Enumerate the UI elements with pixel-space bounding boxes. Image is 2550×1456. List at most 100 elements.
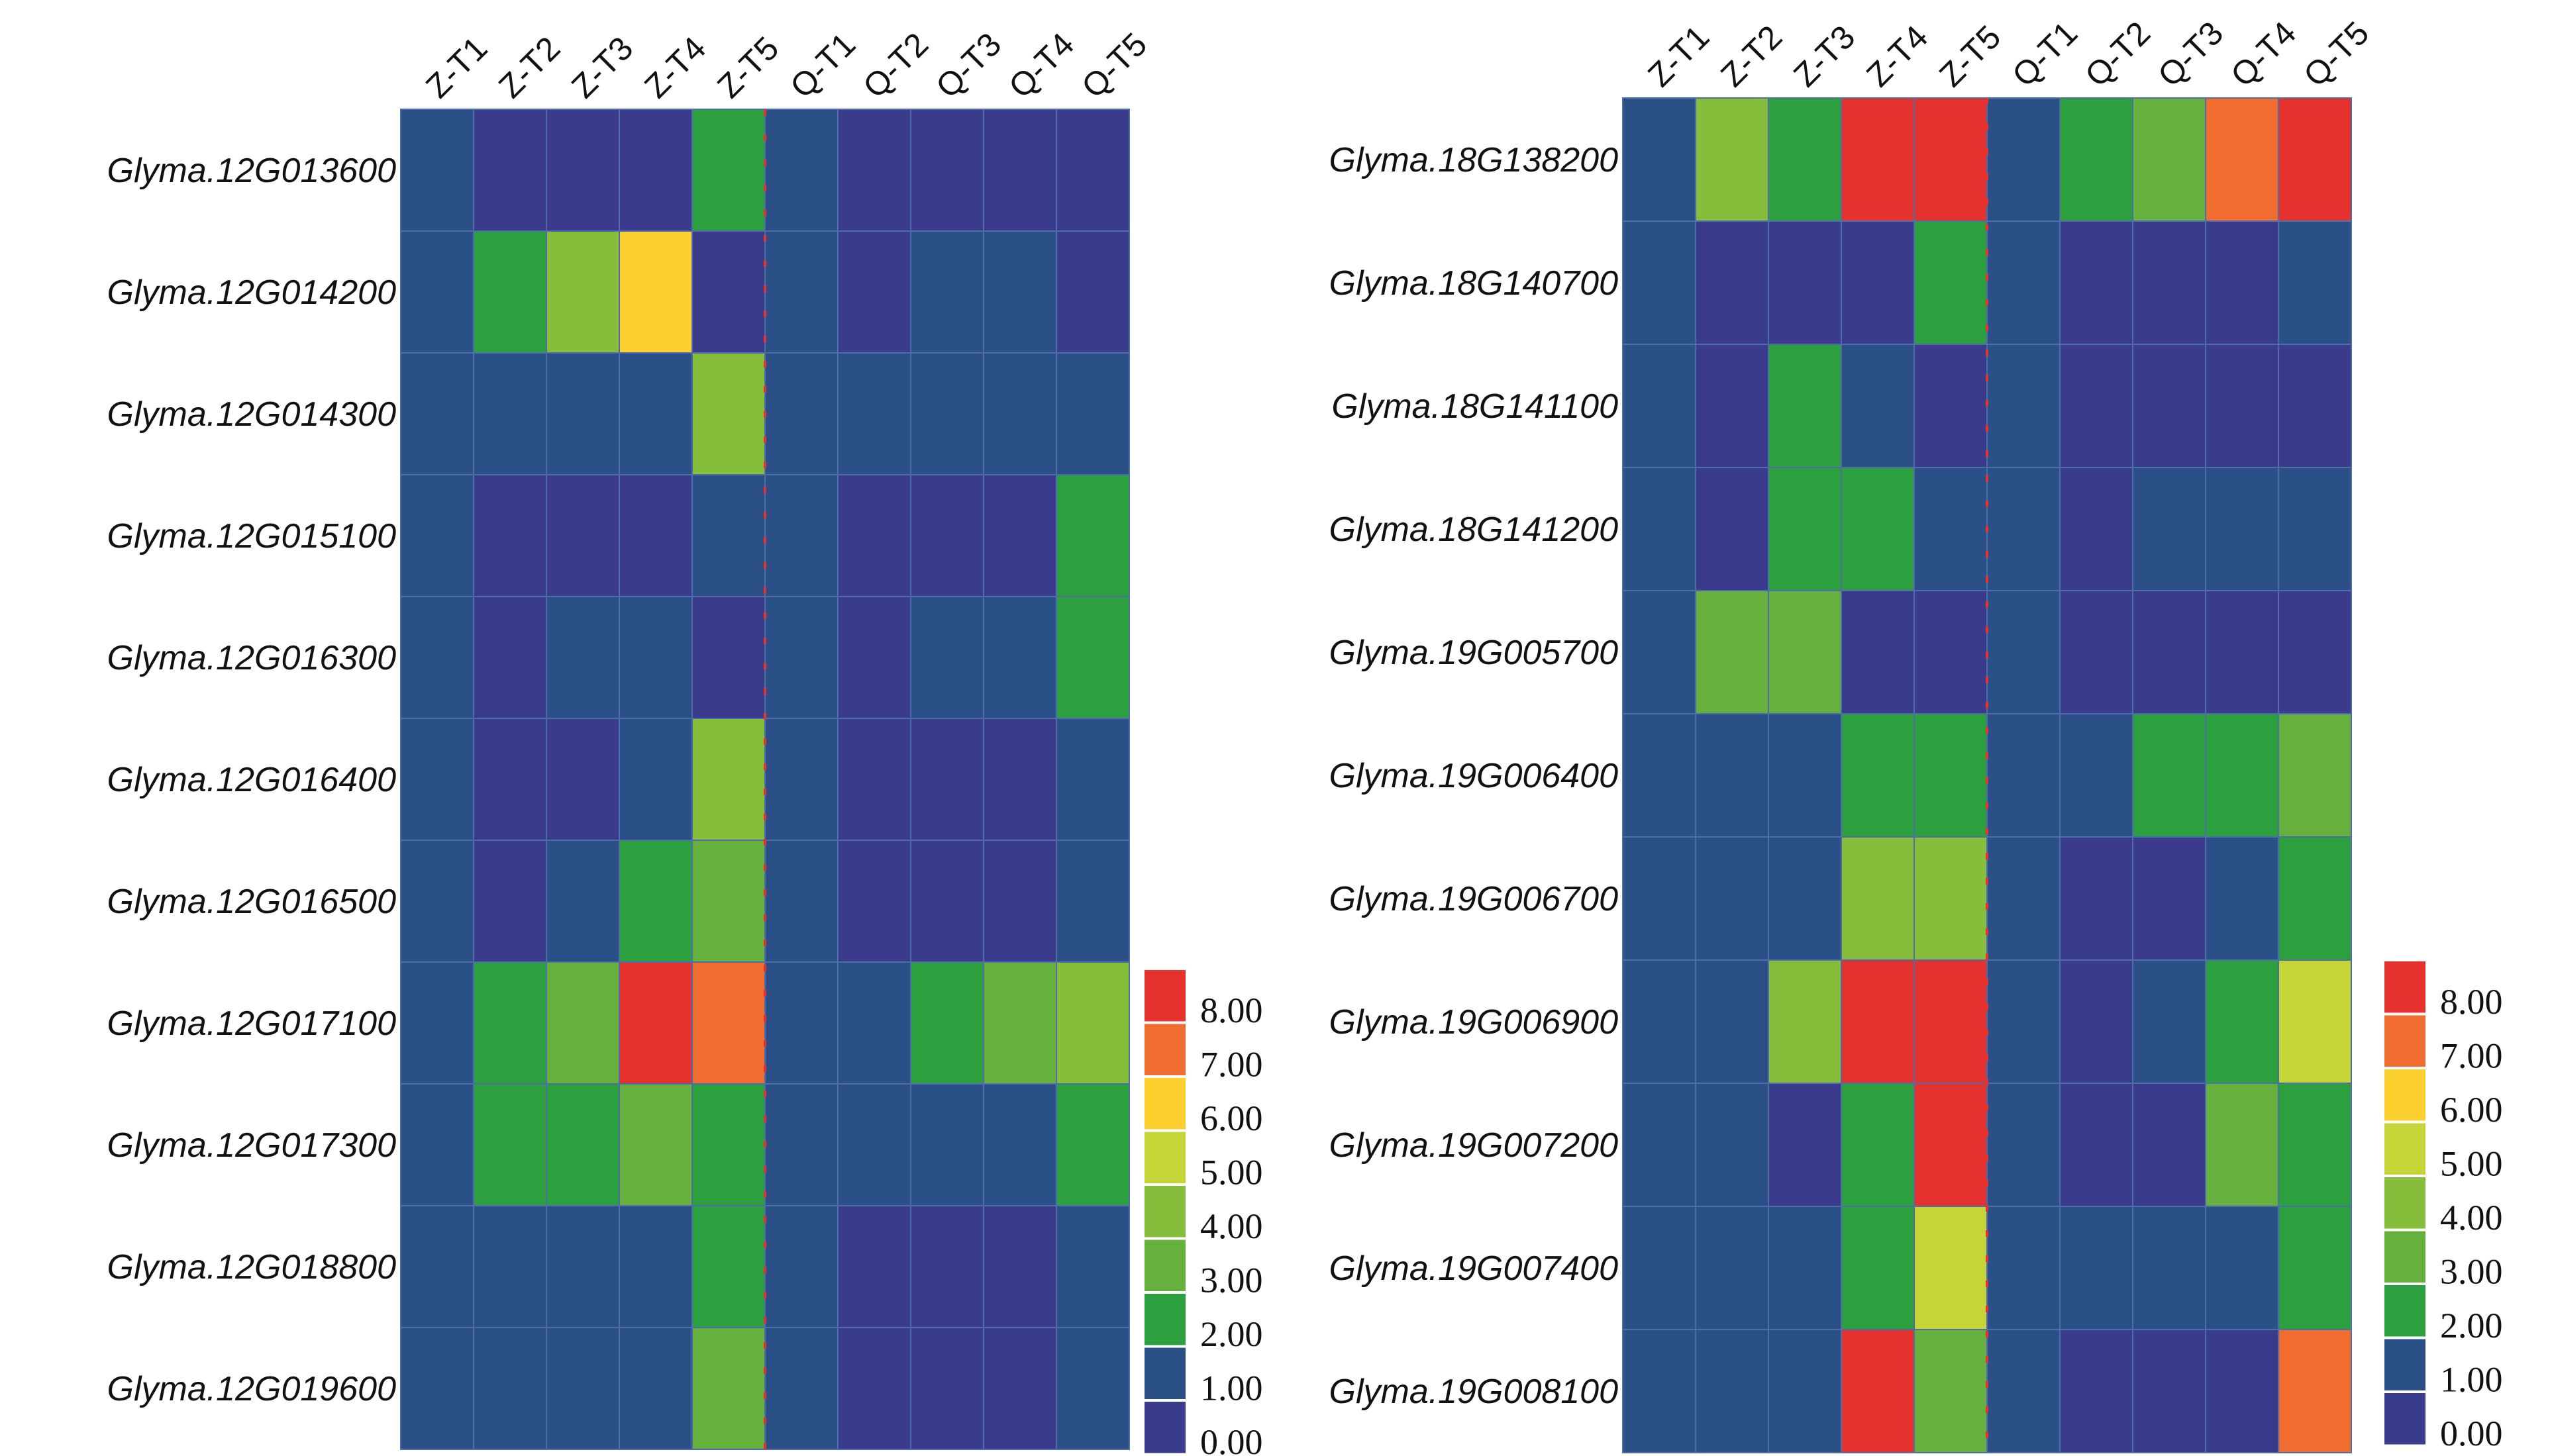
- heatmap-cell: [2278, 344, 2352, 468]
- heatmap-cell: [691, 1083, 766, 1206]
- heatmap-cell: [983, 718, 1057, 841]
- heatmap-cell: [400, 474, 474, 597]
- heatmap-cell: [619, 1327, 693, 1450]
- heatmap-cell: [983, 961, 1057, 1085]
- heatmap-cell: [2278, 1329, 2352, 1453]
- column-label: Q-T1: [783, 26, 862, 105]
- heatmap-cell: [546, 109, 620, 232]
- heatmap-cell: [2205, 344, 2279, 468]
- row-label: Glyma.19G008100: [1329, 1373, 1619, 1411]
- heatmap-cell: [1841, 836, 1915, 961]
- heatmap-cell: [1986, 1206, 2061, 1330]
- heatmap-cell: [1986, 836, 2061, 961]
- heatmap-cell: [764, 230, 839, 354]
- heatmap-cell: [619, 109, 693, 232]
- heatmap-cell: [2059, 959, 2133, 1084]
- heatmap-cell: [1768, 836, 1842, 961]
- legend-label: 6.00: [1200, 1098, 1263, 1138]
- heatmap-cell: [2205, 836, 2279, 961]
- legend-swatch: [1145, 1186, 1186, 1238]
- heatmap-cell: [400, 1327, 474, 1450]
- column-label: Z-T5: [710, 30, 786, 105]
- heatmap-cell: [546, 718, 620, 841]
- heatmap-cell: [2205, 1329, 2279, 1453]
- right-heatmap-panel: Glyma.18G138200 Glyma.18G140700 Glyma.18G1…: [1329, 15, 2376, 1453]
- heatmap-cell: [473, 474, 547, 597]
- column-label: Z-T1: [1641, 19, 1716, 94]
- heatmap-cell: [764, 596, 839, 719]
- column-label: Q-T4: [2223, 15, 2303, 94]
- legend-label: 7.00: [2440, 1036, 2503, 1075]
- legend-swatch: [2384, 1339, 2425, 1390]
- heatmap-cell: [2059, 836, 2133, 961]
- row-label: Glyma.12G014200: [107, 273, 397, 312]
- legend-swatch: [1145, 1294, 1186, 1345]
- heatmap-cell: [764, 1327, 839, 1450]
- heatmap-cell: [1841, 1083, 1915, 1207]
- heatmap-cell: [619, 961, 693, 1085]
- heatmap-cell: [2205, 959, 2279, 1084]
- heatmap-cell: [2132, 713, 2206, 838]
- heatmap-cell: [837, 474, 911, 597]
- row-label: Glyma.12G016500: [107, 883, 397, 921]
- heatmap-cell: [1695, 1206, 1769, 1330]
- left-heatmap-panel: Glyma.12G013600 Glyma.12G014200 Glyma.12G0…: [107, 26, 1154, 1450]
- legend-label: 4.00: [1200, 1206, 1263, 1246]
- heatmap-cell: [910, 596, 984, 719]
- heatmap-cell: [619, 718, 693, 841]
- row-label: Glyma.19G006400: [1329, 757, 1619, 795]
- row-label: Glyma.12G017100: [107, 1004, 397, 1043]
- row-label: Glyma.12G015100: [107, 517, 397, 556]
- heatmap-cell: [1695, 344, 1769, 468]
- heatmap-cell: [2205, 1083, 2279, 1207]
- heatmap-cell: [1695, 220, 1769, 345]
- legend-swatch: [2384, 1123, 2425, 1175]
- heatmap-cell: [1913, 590, 1988, 714]
- legend-label: 8.00: [2440, 982, 2503, 1022]
- legend-label: 2.00: [2440, 1306, 2503, 1345]
- row-label: Glyma.12G018800: [107, 1248, 397, 1286]
- heatmap-cell: [1695, 1329, 1769, 1453]
- heatmap-cell: [764, 109, 839, 232]
- heatmap-cell: [2059, 344, 2133, 468]
- heatmap-cell: [473, 109, 547, 232]
- heatmap-cell: [1768, 1329, 1842, 1453]
- heatmap-cell: [910, 718, 984, 841]
- heatmap-cell: [473, 1205, 547, 1328]
- heatmap-cell: [910, 1083, 984, 1206]
- heatmap-cell: [473, 1083, 547, 1206]
- heatmap-cell: [764, 1083, 839, 1206]
- heatmap-cell: [473, 1327, 547, 1450]
- heatmap-cell: [1913, 1083, 1988, 1207]
- column-label: Q-T4: [1001, 26, 1081, 105]
- heatmap-cell: [1841, 1206, 1915, 1330]
- heatmap-cell: [1695, 836, 1769, 961]
- heatmap-cell: [764, 1205, 839, 1328]
- legend-swatch: [1145, 1402, 1186, 1453]
- heatmap-cell: [1768, 1083, 1842, 1207]
- legend-swatch: [1145, 1132, 1186, 1183]
- heatmap-cell: [2059, 220, 2133, 345]
- heatmap-cell: [2205, 467, 2279, 591]
- heatmap-cell: [1622, 1206, 1696, 1330]
- heatmap-cell: [1768, 1206, 1842, 1330]
- heatmap-cell: [1913, 220, 1988, 345]
- heatmap-cell: [910, 1327, 984, 1450]
- column-label: Z-T2: [1713, 19, 1789, 94]
- column-label: Z-T4: [1859, 19, 1935, 94]
- heatmap-cell: [1986, 97, 2061, 222]
- heatmap-cell: [1768, 590, 1842, 714]
- heatmap-cell: [1768, 97, 1842, 222]
- row-label: Glyma.19G007400: [1329, 1249, 1619, 1288]
- heatmap-cell: [2059, 1329, 2133, 1453]
- heatmap-cell: [837, 1327, 911, 1450]
- heatmap-cell: [400, 1083, 474, 1206]
- legend-swatch: [2384, 1015, 2425, 1067]
- heatmap-cell: [691, 109, 766, 232]
- legend-label: 2.00: [1200, 1314, 1263, 1354]
- heatmap-cell: [1056, 474, 1130, 597]
- heatmap-cell: [1841, 959, 1915, 1084]
- heatmap-cell: [2278, 713, 2352, 838]
- heatmap-cell: [546, 352, 620, 475]
- heatmap-cell: [1622, 959, 1696, 1084]
